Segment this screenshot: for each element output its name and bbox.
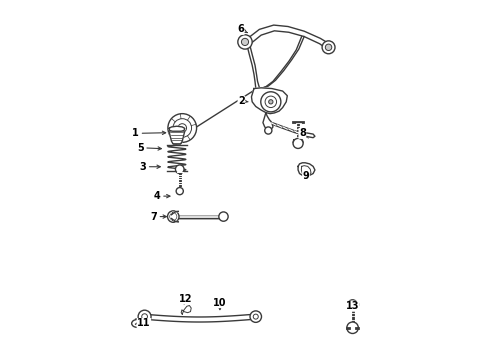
- Text: 9: 9: [303, 171, 309, 181]
- Polygon shape: [251, 88, 287, 114]
- Polygon shape: [260, 37, 304, 89]
- Text: 11: 11: [137, 319, 150, 328]
- Polygon shape: [293, 140, 303, 145]
- Circle shape: [269, 100, 273, 104]
- Polygon shape: [302, 133, 315, 138]
- Circle shape: [325, 44, 332, 50]
- Circle shape: [175, 165, 184, 174]
- Text: 5: 5: [137, 143, 161, 153]
- Circle shape: [242, 39, 248, 45]
- Circle shape: [219, 212, 228, 221]
- Ellipse shape: [132, 319, 143, 327]
- Circle shape: [173, 119, 192, 137]
- Text: 8: 8: [298, 129, 306, 138]
- Polygon shape: [298, 163, 315, 176]
- Text: 4: 4: [154, 191, 170, 201]
- Circle shape: [253, 314, 258, 319]
- Circle shape: [176, 188, 183, 195]
- Circle shape: [238, 35, 252, 49]
- Circle shape: [168, 211, 179, 222]
- Polygon shape: [169, 131, 185, 144]
- Polygon shape: [247, 44, 259, 88]
- Circle shape: [261, 92, 281, 112]
- Text: 2: 2: [238, 96, 248, 106]
- Polygon shape: [169, 126, 185, 131]
- Circle shape: [322, 41, 335, 54]
- Polygon shape: [181, 306, 191, 314]
- Text: 6: 6: [237, 24, 247, 35]
- Polygon shape: [172, 219, 179, 222]
- Circle shape: [138, 310, 151, 323]
- Circle shape: [347, 322, 358, 333]
- Text: 13: 13: [346, 301, 359, 311]
- Polygon shape: [172, 211, 179, 215]
- Text: 12: 12: [179, 294, 193, 305]
- Polygon shape: [247, 25, 329, 49]
- Text: 7: 7: [150, 212, 167, 221]
- Text: 10: 10: [213, 298, 227, 310]
- Circle shape: [168, 114, 196, 142]
- Polygon shape: [263, 113, 273, 130]
- Circle shape: [265, 127, 272, 134]
- Circle shape: [250, 311, 262, 322]
- Circle shape: [170, 213, 177, 220]
- Circle shape: [348, 300, 357, 309]
- Circle shape: [142, 314, 147, 319]
- Circle shape: [293, 138, 303, 148]
- Polygon shape: [143, 314, 256, 322]
- Circle shape: [178, 124, 187, 132]
- Text: 3: 3: [140, 162, 160, 172]
- Circle shape: [265, 96, 276, 108]
- Text: 1: 1: [132, 129, 166, 138]
